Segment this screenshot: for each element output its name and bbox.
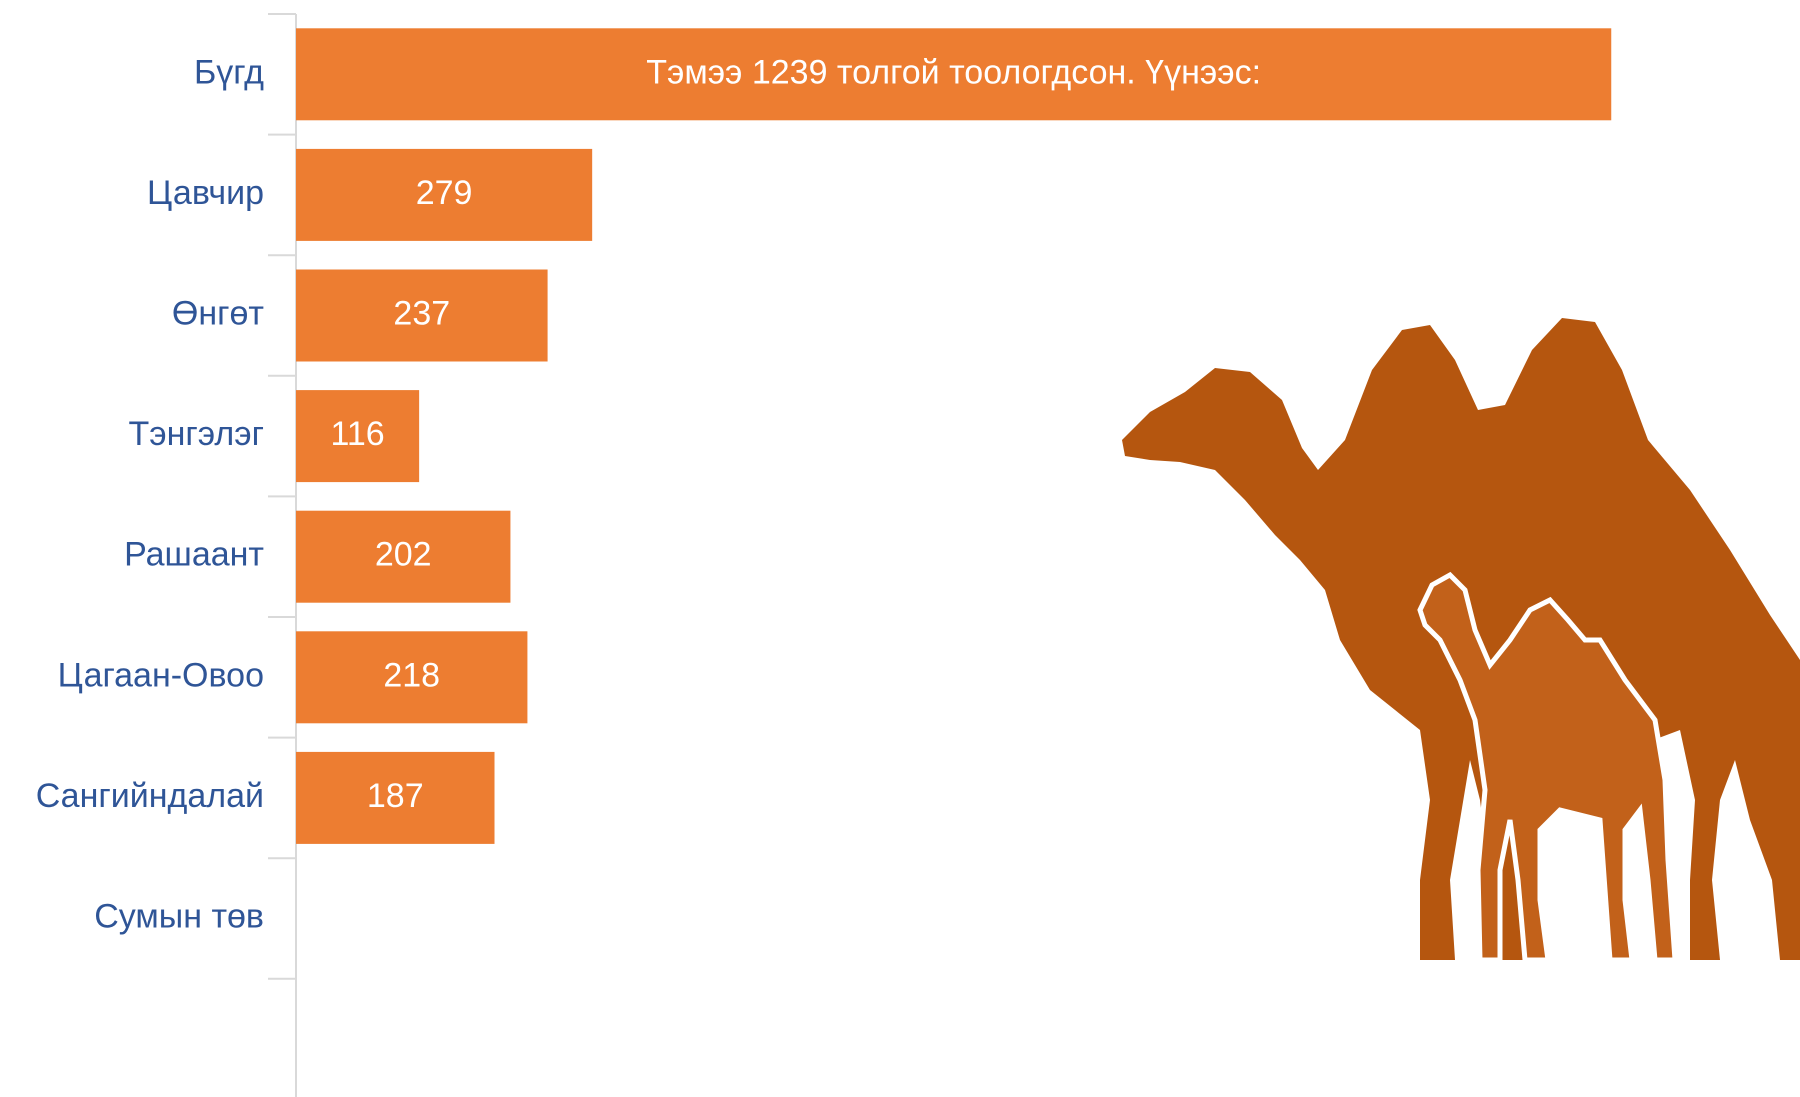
bar bbox=[296, 28, 1612, 121]
category-label: Өнгөт bbox=[172, 294, 264, 332]
data-label: 218 bbox=[383, 656, 440, 694]
bar bbox=[296, 751, 495, 844]
category-label: Цавчир bbox=[147, 174, 264, 212]
bar bbox=[296, 631, 528, 724]
category-label: Сумын төв bbox=[94, 897, 264, 935]
data-label: Тэмээ 1239 толгой тоологдсон. Үүнээс: bbox=[646, 53, 1261, 91]
category-label: Рашаант bbox=[124, 536, 264, 574]
bar bbox=[296, 269, 548, 362]
category-label: Сангийндалай bbox=[36, 777, 264, 815]
camel-illustration bbox=[1122, 318, 1800, 963]
bar bbox=[296, 148, 593, 241]
data-label: 187 bbox=[367, 777, 424, 815]
calf-camel bbox=[1417, 571, 1678, 963]
data-label: 116 bbox=[330, 415, 384, 453]
bar bbox=[296, 510, 511, 603]
data-label: 0 bbox=[312, 897, 331, 935]
data-label: 237 bbox=[393, 294, 450, 332]
category-label: Тэнгэлэг bbox=[129, 415, 265, 453]
category-label: Бүгд bbox=[194, 53, 264, 91]
category-label: Цагаан-Овоо bbox=[58, 656, 264, 694]
data-label: 202 bbox=[375, 536, 432, 574]
bar bbox=[296, 390, 420, 483]
data-label: 279 bbox=[416, 174, 473, 212]
